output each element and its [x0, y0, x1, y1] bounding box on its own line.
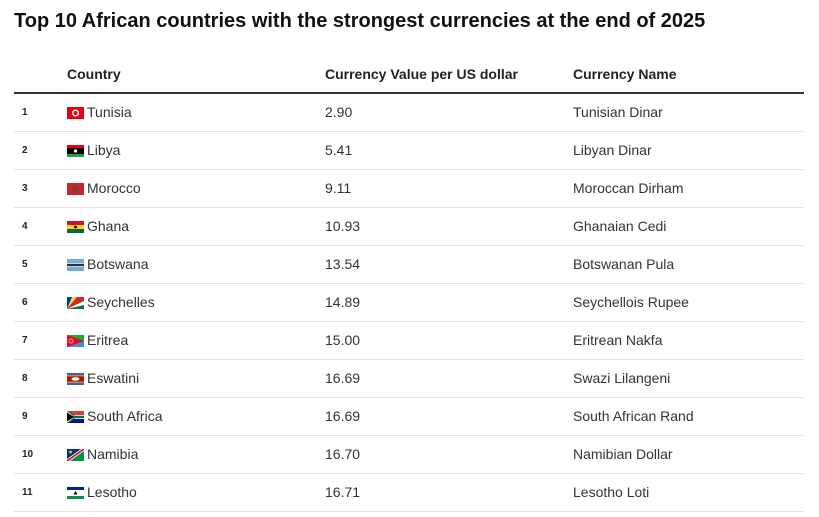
flag-icon: [67, 335, 84, 347]
table-row: 5 Botswana 13.54 Botswanan Pula: [14, 246, 804, 284]
value-cell: 14.89: [325, 294, 361, 310]
currency-cell: South African Rand: [573, 408, 694, 424]
country-cell: Botswana: [87, 256, 149, 272]
column-header: Currency Name: [573, 66, 677, 82]
currency-cell: Namibian Dollar: [573, 446, 673, 462]
value-cell: 10.93: [325, 218, 361, 234]
table-row: 10 Namibia 16.70 Namibian Dollar: [14, 436, 804, 474]
currency-cell: Seychellois Rupee: [573, 294, 689, 310]
flag-icon: [67, 145, 84, 157]
country-cell: Libya: [87, 142, 121, 158]
rank-cell: 9: [22, 411, 28, 422]
table-row: 2 Libya 5.41 Libyan Dinar: [14, 132, 804, 170]
flag-icon: [67, 259, 84, 271]
value-cell: 2.90: [325, 104, 353, 120]
table-row: 9 South Africa 16.69 South African Rand: [14, 398, 804, 436]
currency-cell: Lesotho Loti: [573, 484, 650, 500]
currency-cell: Libyan Dinar: [573, 142, 652, 158]
country-cell: Eritrea: [87, 332, 129, 348]
currency-cell: Moroccan Dirham: [573, 180, 684, 196]
country-cell: Seychelles: [87, 294, 155, 310]
currency-cell: Ghanaian Cedi: [573, 218, 667, 234]
table-row: 4 Ghana 10.93 Ghanaian Cedi: [14, 208, 804, 246]
column-header: Country: [67, 66, 121, 82]
table-row: 7 Eritrea 15.00 Eritrean Nakfa: [14, 322, 804, 360]
rank-cell: 10: [22, 449, 34, 460]
flag-icon: [67, 487, 84, 499]
value-cell: 13.54: [325, 256, 361, 272]
country-cell: Lesotho: [87, 484, 137, 500]
currency-cell: Swazi Lilangeni: [573, 370, 671, 386]
table-row: 3 Morocco 9.11 Moroccan Dirham: [14, 170, 804, 208]
rank-cell: 2: [22, 145, 28, 156]
value-cell: 16.69: [325, 370, 361, 386]
rank-cell: 3: [22, 183, 28, 194]
country-cell: South Africa: [87, 408, 163, 424]
country-cell: Ghana: [87, 218, 130, 234]
rank-cell: 4: [22, 221, 28, 232]
rank-cell: 6: [22, 297, 28, 308]
country-cell: Tunisia: [87, 104, 132, 120]
currency-cell: Tunisian Dinar: [573, 104, 663, 120]
value-cell: 9.11: [325, 180, 352, 196]
table-row: 6 Seychelles 14.89 Seychellois Rupee: [14, 284, 804, 322]
title: Top 10 African countries with the strong…: [14, 10, 706, 32]
table-row: 11 Lesotho 16.71 Lesotho Loti: [14, 474, 804, 512]
rank-cell: 11: [22, 487, 33, 498]
value-cell: 16.69: [325, 408, 361, 424]
flag-icon: [67, 373, 84, 385]
value-cell: 15.00: [325, 332, 361, 348]
country-cell: Morocco: [87, 180, 141, 196]
rank-cell: 8: [22, 373, 28, 384]
flag-icon: [67, 221, 84, 233]
column-header: Currency Value per US dollar: [325, 66, 518, 82]
value-cell: 16.71: [325, 484, 361, 500]
table-row: 1 Tunisia 2.90 Tunisian Dinar: [14, 94, 804, 132]
currency-cell: Eritrean Nakfa: [573, 332, 663, 348]
table-row: 8 Eswatini 16.69 Swazi Lilangeni: [14, 360, 804, 398]
flag-icon: [67, 297, 84, 309]
flag-icon: [67, 449, 84, 461]
country-cell: Namibia: [87, 446, 139, 462]
flag-icon: [67, 183, 84, 195]
header-rule: [14, 92, 804, 94]
rank-cell: 5: [22, 259, 28, 270]
rank-cell: 1: [22, 107, 28, 118]
value-cell: 16.70: [325, 446, 361, 462]
value-cell: 5.41: [325, 142, 353, 158]
flag-icon: [67, 107, 84, 119]
rank-cell: 7: [22, 335, 28, 346]
country-cell: Eswatini: [87, 370, 140, 386]
flag-icon: [67, 411, 84, 423]
currency-cell: Botswanan Pula: [573, 256, 675, 272]
